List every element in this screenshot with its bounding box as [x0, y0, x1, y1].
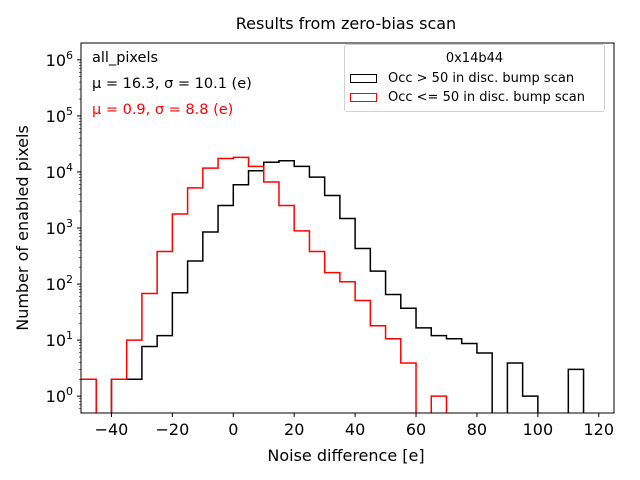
y-tick-label: 100 — [46, 385, 73, 406]
y-tick-label: 102 — [46, 273, 73, 294]
x-tick-label: 0 — [228, 420, 238, 439]
x-tick-label: −40 — [95, 420, 129, 439]
chart-title: Results from zero-bias scan — [236, 14, 456, 33]
legend-label: Occ > 50 in disc. bump scan — [388, 71, 575, 86]
legend-item-occ-gt-50: Occ > 50 in disc. bump scan — [345, 69, 604, 88]
x-tick-label: −20 — [155, 420, 189, 439]
y-tick-label: 103 — [46, 217, 73, 238]
x-tick-label: 40 — [345, 420, 365, 439]
y-tick-label: 106 — [46, 49, 73, 70]
y-axis-label: Number of enabled pixels — [13, 125, 32, 331]
x-axis: −40 −20 0 20 40 60 80 100 120 — [95, 413, 614, 439]
legend-label: Occ <= 50 in disc. bump scan — [388, 90, 585, 105]
x-tick-label: 20 — [284, 420, 304, 439]
y-axis: 100 101 102 103 104 105 106 — [46, 49, 81, 409]
y-tick-label: 101 — [46, 329, 73, 350]
x-axis-label: Noise difference [e] — [267, 446, 424, 465]
x-tick-label: 120 — [583, 420, 614, 439]
x-tick-label: 100 — [523, 420, 554, 439]
legend-swatch-black — [350, 74, 377, 83]
histogram-series-0 — [110, 160, 585, 413]
x-tick-label: 80 — [467, 420, 487, 439]
x-tick-label: 60 — [406, 420, 426, 439]
legend-swatch-red — [350, 93, 377, 102]
annotation-red-stats: μ = 0.9, σ = 8.8 (e) — [92, 102, 234, 118]
histogram-series-1 — [81, 156, 448, 413]
legend: 0x14b44 Occ > 50 in disc. bump scan Occ … — [344, 44, 605, 112]
annotation-black-stats: μ = 16.3, σ = 10.1 (e) — [92, 76, 252, 92]
y-tick-label: 104 — [46, 161, 73, 182]
annotation-all-pixels: all_pixels — [92, 50, 159, 66]
legend-title: 0x14b44 — [445, 51, 504, 66]
legend-item-occ-le-50: Occ <= 50 in disc. bump scan — [345, 88, 604, 107]
plot-area — [81, 156, 585, 413]
y-tick-label: 105 — [46, 105, 73, 126]
